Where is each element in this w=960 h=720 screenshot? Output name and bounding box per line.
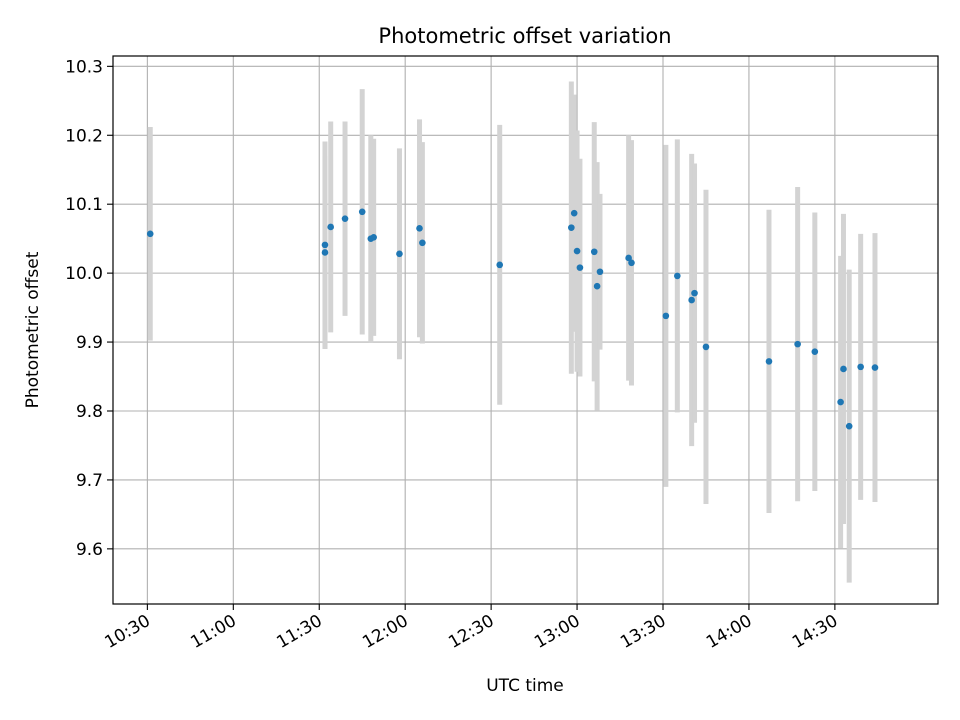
data-point [628,259,635,267]
data-point [496,261,504,269]
data-point [416,225,423,232]
data-point [327,223,335,231]
x-axis-label: UTC time [486,676,564,696]
data-point [321,249,329,256]
data-point [419,239,426,247]
plot-frame [112,55,939,605]
y-tick-label: 10.1 [65,195,103,215]
data-point [358,208,366,216]
data-point [691,289,698,297]
data-markers [146,208,879,430]
data-point [840,365,847,373]
y-tick-label: 9.6 [76,540,103,560]
data-point [321,241,329,249]
data-point [590,248,598,256]
data-point [146,230,154,238]
y-tick-label: 9.7 [76,471,103,491]
data-point [702,343,710,351]
data-point [794,340,801,348]
data-point [662,312,670,320]
data-point [871,364,879,371]
data-point [625,254,632,262]
data-point [688,296,695,304]
data-point [576,264,584,271]
data-point [396,250,403,258]
chart-title: Photometric offset variation [378,24,671,48]
y-tick-label: 10.3 [65,57,103,77]
data-point [341,215,349,222]
data-point [674,272,681,280]
y-tick-label: 9.8 [76,402,103,422]
grid-lines [113,56,938,604]
data-point [593,282,601,290]
data-point [857,363,864,371]
y-axis-ticks: 9.6 9.7 9.8 9.9 10.0 10.1 10.2 10.3 [65,57,113,560]
data-point [837,398,844,406]
y-tick-label: 10.0 [65,264,103,284]
y-tick-label: 9.9 [76,333,103,353]
data-point [845,422,853,430]
data-point [568,224,575,231]
y-axis-label: Photometric offset [23,251,43,408]
data-point [596,268,604,276]
data-point [370,233,377,241]
data-point [765,358,773,365]
data-point [570,209,578,217]
data-point [811,348,819,356]
data-point [573,247,581,255]
y-tick-label: 10.2 [65,126,103,146]
